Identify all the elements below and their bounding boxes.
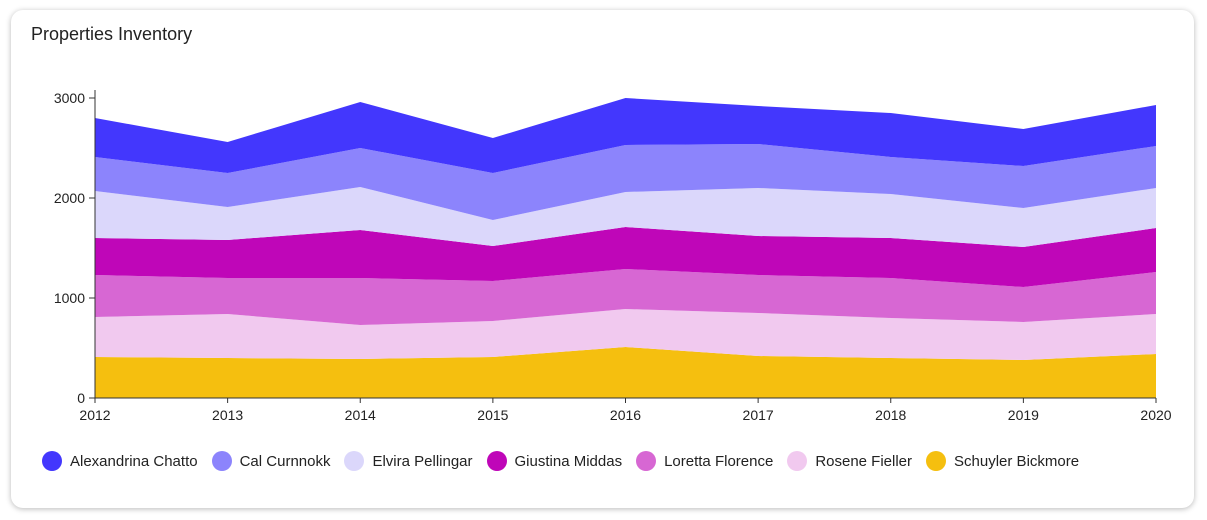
legend-label: Giustina Middas	[514, 452, 623, 470]
legend-swatch	[42, 451, 62, 471]
legend-item[interactable]: Alexandrina Chatto	[42, 451, 198, 471]
area-series	[95, 227, 1156, 287]
legend-item[interactable]: Schuyler Bickmore	[926, 451, 1079, 471]
legend-label: Cal Curnnokk	[239, 452, 331, 470]
legend-item[interactable]: Cal Curnnokk	[211, 451, 331, 471]
x-tick-label: 2019	[1008, 407, 1039, 423]
legend-swatch	[636, 451, 657, 471]
area-series	[95, 347, 1156, 398]
legend-swatch	[787, 451, 808, 471]
x-tick-label: 2013	[212, 407, 243, 423]
legend-label: Loretta Florence	[664, 452, 774, 470]
legend-item[interactable]: Elvira Pellingar	[344, 451, 473, 471]
y-tick-label: 1000	[54, 290, 85, 306]
legend-label: Alexandrina Chatto	[70, 452, 198, 470]
legend-item[interactable]: Giustina Middas	[486, 451, 623, 471]
legend-swatch	[486, 451, 507, 471]
area-series	[95, 269, 1156, 325]
x-tick-label: 2017	[743, 407, 774, 423]
area-series	[95, 309, 1156, 360]
legend-swatch	[211, 451, 232, 471]
chart-title: Properties Inventory	[31, 24, 193, 44]
x-tick-label: 2020	[1140, 407, 1171, 423]
legend-label: Elvira Pellingar	[372, 452, 473, 470]
area-series	[95, 98, 1156, 173]
legend-swatch	[344, 451, 365, 471]
x-tick-label: 2014	[345, 407, 376, 423]
x-tick-label: 2018	[875, 407, 906, 423]
legend-item[interactable]: Rosene Fieller	[787, 451, 912, 471]
x-tick-label: 2012	[79, 407, 110, 423]
legend-item[interactable]: Loretta Florence	[636, 451, 773, 471]
x-tick-label: 2015	[477, 407, 508, 423]
y-tick-label: 0	[77, 390, 85, 406]
legend-label: Rosene Fieller	[815, 452, 913, 470]
x-tick-label: 2016	[610, 407, 641, 423]
chart-legend: Alexandrina Chatto Cal Curnnokk Elvira P…	[42, 451, 1093, 471]
y-tick-label: 2000	[54, 190, 85, 206]
y-tick-label: 3000	[54, 90, 85, 106]
area-series	[95, 144, 1156, 220]
legend-swatch	[926, 451, 947, 471]
legend-label: Schuyler Bickmore	[954, 452, 1080, 470]
area-series	[95, 187, 1156, 247]
